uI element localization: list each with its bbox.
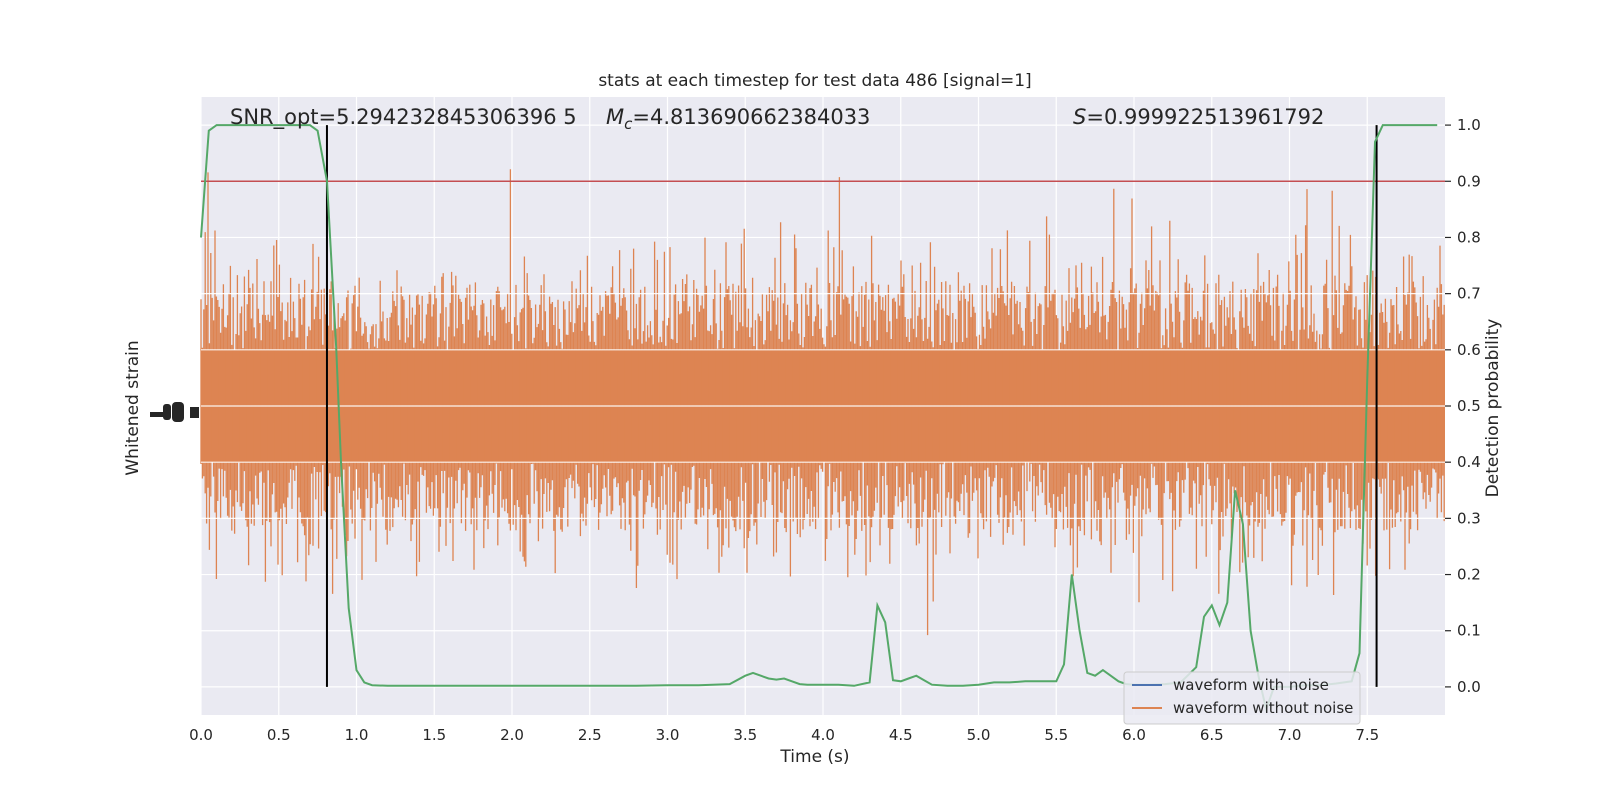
x-tick-label: 1.5 <box>422 726 446 744</box>
x-axis-label: Time (s) <box>779 747 849 767</box>
y-left-axis-label: Whitened strain <box>123 340 143 475</box>
y-tick-label: 0.0 <box>1457 678 1481 696</box>
x-tick-label: 4.5 <box>889 726 913 744</box>
x-tick-label: 7.0 <box>1278 726 1302 744</box>
chart-title: stats at each timestep for test data 486… <box>598 71 1031 91</box>
score-annotation: S=0.999922513961792 <box>1073 105 1324 129</box>
y-right-tick-labels: 0.0 0.1 0.2 0.3 0.4 0.5 0.6 0.7 0.8 0.9 1.0 <box>1445 116 1481 696</box>
x-tick-label: 7.5 <box>1355 726 1379 744</box>
x-tick-label: 2.5 <box>578 726 602 744</box>
x-tick-labels: 0.0 0.5 1.0 1.5 2.0 2.5 3.0 3.5 4.0 4.5 5.0 5.5 6.0 6… <box>189 726 1379 744</box>
left-axis-glyph <box>150 402 199 422</box>
y-tick-label: 0.9 <box>1457 172 1481 190</box>
legend-label-without-noise: waveform without noise <box>1173 699 1353 717</box>
legend: waveform with noise waveform without noi… <box>1123 671 1361 725</box>
x-tick-label: 4.0 <box>811 726 835 744</box>
chirp-mass-annotation: Mc=4.813690662384033 <box>606 105 870 133</box>
y-tick-label: 0.6 <box>1457 341 1481 359</box>
legend-label-with-noise: waveform with noise <box>1173 676 1329 694</box>
y-tick-label: 0.2 <box>1457 566 1481 584</box>
y-right-axis-label: Detection probability <box>1483 319 1503 498</box>
x-tick-label: 6.0 <box>1122 726 1146 744</box>
x-tick-label: 3.0 <box>656 726 680 744</box>
x-tick-label: 0.0 <box>189 726 213 744</box>
x-tick-label: 5.5 <box>1044 726 1068 744</box>
strain-grid-overlay <box>201 293 1445 519</box>
y-tick-label: 0.4 <box>1457 453 1481 471</box>
y-tick-label: 0.7 <box>1457 285 1481 303</box>
strain-waveform <box>200 169 1445 636</box>
y-tick-label: 0.1 <box>1457 622 1481 640</box>
y-tick-label: 0.3 <box>1457 509 1481 527</box>
x-tick-label: 1.0 <box>345 726 369 744</box>
x-tick-label: 0.5 <box>267 726 291 744</box>
y-tick-label: 0.5 <box>1457 397 1481 415</box>
x-tick-label: 6.5 <box>1200 726 1224 744</box>
snr-annotation: SNR_opt=5.294232845306396 5 <box>230 105 577 130</box>
y-tick-label: 1.0 <box>1457 116 1481 134</box>
x-tick-label: 3.5 <box>733 726 757 744</box>
x-tick-label: 2.0 <box>500 726 524 744</box>
y-tick-label: 0.8 <box>1457 228 1481 246</box>
x-tick-label: 5.0 <box>967 726 991 744</box>
boundary-lines <box>325 125 1378 687</box>
